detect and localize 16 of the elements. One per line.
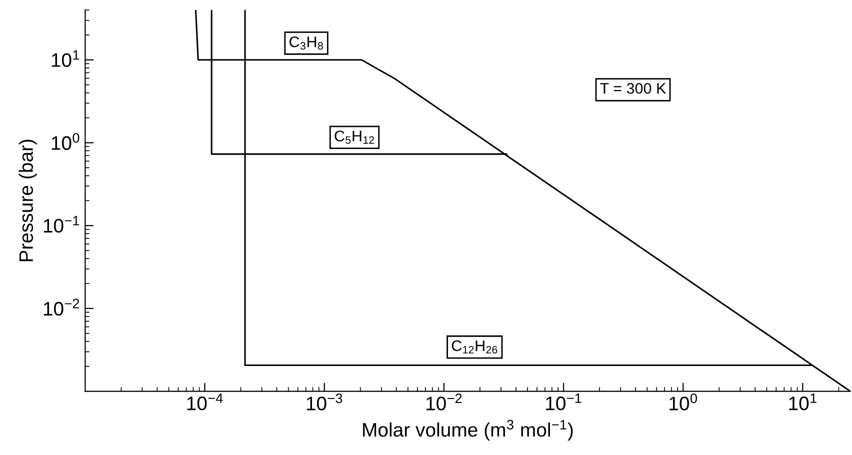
x-tick-label: 10$^{−1}$: [546, 394, 582, 410]
x-tick-label: 10$^{−2}$: [426, 394, 462, 410]
annotation: C$_{3}$H$_{8}$: [290, 36, 323, 50]
annotation: T = 300 K: [600, 82, 666, 94]
y-tick-label: 10$^{−1}$: [44, 216, 80, 233]
x-tick-label: 10$^{0}$: [670, 394, 697, 410]
x-tick-label: 10$^{−3}$: [306, 394, 342, 410]
annotation: C$_{12}$H$_{26}$: [452, 340, 498, 354]
y-axis-title: Pressure (bar): [18, 140, 37, 262]
x-tick-label: 10$^{−4}$: [187, 394, 223, 410]
annotation: C$_{5}$H$_{12}$: [334, 130, 374, 144]
y-tick-label: 10$^{0}$: [52, 133, 80, 150]
y-tick-label: 10$^{1}$: [52, 50, 80, 67]
y-tick-label: 10$^{−2}$: [44, 298, 80, 316]
x-axis-title: Molar volume (m$^{3}$ mol$^{−1}$): [363, 420, 573, 441]
x-tick-label: 10$^{1}$: [789, 394, 816, 410]
